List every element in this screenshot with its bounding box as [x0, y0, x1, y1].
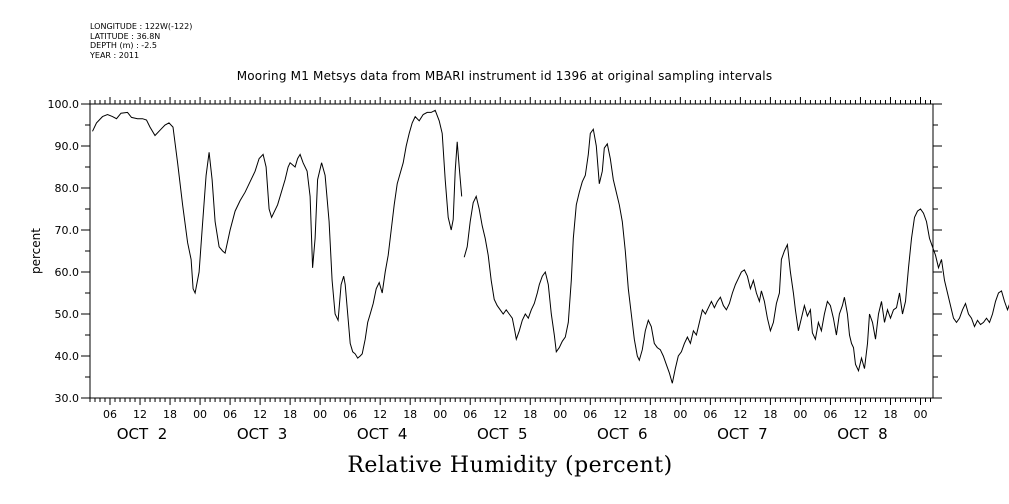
y-tick-label: 100.0: [48, 98, 80, 111]
y-axis: 30.0 40.0 50.0 60.0 70.0 80.0 90.0 100.0: [48, 98, 942, 405]
x-day-label: OCT 7: [717, 425, 768, 443]
x-tick-label: 12: [253, 408, 267, 421]
x-tick-label: 00: [913, 408, 927, 421]
series-line: [92, 109, 463, 359]
x-tick-label: 18: [643, 408, 657, 421]
x-tick-label: 06: [343, 408, 357, 421]
x-tick-label: 12: [373, 408, 387, 421]
meta-depth: DEPTH (m) : -2.5: [90, 41, 157, 50]
x-tick-label: 00: [193, 408, 207, 421]
x-tick-label: 12: [493, 408, 507, 421]
y-tick-label: 90.0: [55, 140, 80, 153]
x-tick-label: 06: [463, 408, 477, 421]
x-tick-label: 06: [223, 408, 237, 421]
x-tick-label: 12: [733, 408, 747, 421]
x-tick-label: 18: [163, 408, 177, 421]
x-tick-label: 12: [133, 408, 147, 421]
x-tick-label: 06: [583, 408, 597, 421]
x-tick-label: 18: [523, 408, 537, 421]
y-axis-label: percent: [29, 228, 43, 274]
x-tick-label: 18: [283, 408, 297, 421]
chart-title: Mooring M1 Metsys data from MBARI instru…: [236, 69, 773, 83]
x-tick-label: 00: [793, 408, 807, 421]
series-group: [92, 109, 1009, 384]
x-tick-label: 00: [553, 408, 567, 421]
x-tick-label: 18: [883, 408, 897, 421]
x-day-label: OCT 8: [837, 425, 888, 443]
y-tick-label: 70.0: [55, 224, 80, 237]
meta-year: YEAR : 2011: [90, 50, 140, 60]
x-tick-label: 00: [313, 408, 327, 421]
meta-latitude: LATITUDE : 36.8N: [90, 31, 161, 41]
x-tick-label: 06: [703, 408, 717, 421]
y-tick-label: 50.0: [55, 308, 80, 321]
x-tick-label: 00: [673, 408, 687, 421]
x-day-label: OCT 4: [357, 425, 408, 443]
x-day-label: OCT 6: [597, 425, 648, 443]
x-tick-label: 18: [403, 408, 417, 421]
y-tick-label: 40.0: [55, 350, 80, 363]
y-tick-label: 30.0: [55, 392, 80, 405]
y-tick-label: 60.0: [55, 266, 80, 279]
x-tick-label: 18: [763, 408, 777, 421]
x-tick-label: 12: [613, 408, 627, 421]
x-day-label: OCT 5: [477, 425, 528, 443]
y-tick-label: 80.0: [55, 182, 80, 195]
metadata-block: LONGITUDE : 122W(-122) LATITUDE : 36.8N …: [90, 22, 192, 60]
plot-frame: [89, 103, 934, 399]
x-tick-label: 12: [853, 408, 867, 421]
x-day-label: OCT 3: [237, 425, 288, 443]
x-day-label: OCT 2: [117, 425, 168, 443]
x-axis-title: Relative Humidity (percent): [347, 453, 673, 478]
x-axis: 06 12 18 00 06 12 18 00 06 12 18 00 06 12 18 00 06 12 18 00…: [89, 97, 931, 443]
x-tick-label: 00: [433, 408, 447, 421]
meta-longitude: LONGITUDE : 122W(-122): [90, 22, 193, 31]
x-tick-label: 06: [823, 408, 837, 421]
series-line: [463, 127, 1009, 384]
x-tick-label: 06: [103, 408, 117, 421]
